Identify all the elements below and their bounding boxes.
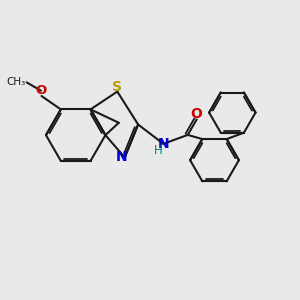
Text: O: O [35, 84, 46, 97]
Text: H: H [154, 144, 162, 157]
Text: CH₃: CH₃ [7, 77, 26, 87]
Text: N: N [158, 137, 169, 151]
Text: N: N [116, 150, 127, 164]
Text: S: S [112, 80, 122, 94]
Text: O: O [191, 107, 203, 121]
